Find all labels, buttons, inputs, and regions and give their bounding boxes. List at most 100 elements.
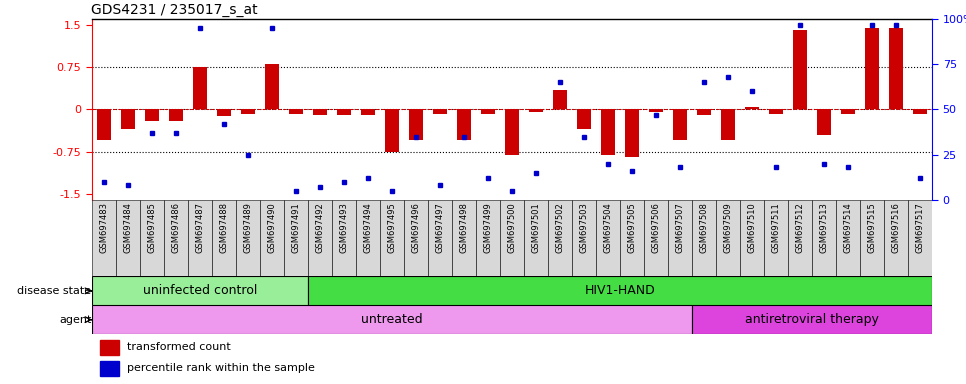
Bar [745,107,759,109]
Bar [692,305,932,334]
Text: GSM697495: GSM697495 [387,202,396,253]
Bar [620,200,644,276]
Text: GSM697487: GSM697487 [195,202,205,253]
Bar [649,109,664,112]
Bar [433,109,447,114]
Bar [212,200,236,276]
Text: GSM697509: GSM697509 [724,202,732,253]
Bar [384,109,399,152]
Bar [380,200,404,276]
Bar [721,109,735,141]
Bar [572,200,596,276]
Bar [92,305,692,334]
Text: GSM697499: GSM697499 [483,202,493,253]
Bar [596,200,620,276]
Bar [428,200,452,276]
Text: GSM697485: GSM697485 [147,202,156,253]
Text: GSM697513: GSM697513 [819,202,829,253]
Bar [673,109,687,141]
Text: GSM697506: GSM697506 [651,202,661,253]
Text: untreated: untreated [361,313,423,326]
Text: GSM697500: GSM697500 [507,202,517,253]
Text: GSM697498: GSM697498 [460,202,469,253]
Bar [116,200,140,276]
Text: GSM697502: GSM697502 [555,202,564,253]
Bar [355,200,380,276]
Bar [548,200,572,276]
Bar [308,276,932,305]
Bar [740,200,764,276]
Text: GSM697503: GSM697503 [580,202,588,253]
Bar [360,109,375,115]
Text: GSM697504: GSM697504 [604,202,612,253]
Bar [452,200,476,276]
Text: transformed count: transformed count [128,343,231,353]
Bar [236,200,260,276]
Text: GSM697493: GSM697493 [339,202,349,253]
Text: GSM697517: GSM697517 [916,202,924,253]
Bar [625,109,639,157]
Text: disease state: disease state [17,286,92,296]
Bar [769,109,783,114]
Bar [696,109,711,115]
Text: antiretroviral therapy: antiretroviral therapy [745,313,879,326]
Bar [889,28,903,109]
Bar [481,109,496,114]
Bar [524,200,548,276]
Bar [404,200,428,276]
Bar [289,109,303,114]
Text: GSM697494: GSM697494 [363,202,373,253]
Bar [187,200,212,276]
Bar [528,109,543,112]
Bar [476,200,500,276]
Bar [908,200,932,276]
Bar [577,109,591,129]
Bar [817,109,832,135]
Bar [100,340,119,355]
Bar [337,109,351,115]
Bar [457,109,471,141]
Bar [500,200,524,276]
Bar [860,200,884,276]
Text: HIV1-HAND: HIV1-HAND [584,285,655,297]
Text: GSM697488: GSM697488 [219,202,228,253]
Text: GSM697484: GSM697484 [124,202,132,253]
Bar [668,200,692,276]
Bar [216,109,231,116]
Bar [313,109,327,115]
Bar [169,109,183,121]
Bar [692,200,716,276]
Text: percentile rank within the sample: percentile rank within the sample [128,363,315,373]
Bar [409,109,423,141]
Bar [841,109,855,114]
Text: GDS4231 / 235017_s_at: GDS4231 / 235017_s_at [91,3,258,17]
Text: GSM697489: GSM697489 [243,202,252,253]
Bar [241,109,255,114]
Text: GSM697486: GSM697486 [171,202,181,253]
Bar [865,28,879,109]
Text: agent: agent [59,314,92,325]
Text: GSM697507: GSM697507 [675,202,685,253]
Bar [192,67,207,109]
Bar [140,200,164,276]
Bar [164,200,187,276]
Text: GSM697515: GSM697515 [867,202,877,253]
Bar [553,90,567,109]
Text: uninfected control: uninfected control [143,285,257,297]
Bar [884,200,908,276]
Bar [812,200,837,276]
Text: GSM697501: GSM697501 [531,202,541,253]
Bar [716,200,740,276]
Bar [145,109,159,121]
Bar [284,200,308,276]
Bar [788,200,812,276]
Text: GSM697490: GSM697490 [268,202,276,253]
Bar [260,200,284,276]
Text: GSM697497: GSM697497 [436,202,444,253]
Bar [92,276,308,305]
Bar [913,109,927,114]
Bar [793,30,808,109]
Bar [97,109,111,141]
Text: GSM697510: GSM697510 [748,202,756,253]
Bar [644,200,668,276]
